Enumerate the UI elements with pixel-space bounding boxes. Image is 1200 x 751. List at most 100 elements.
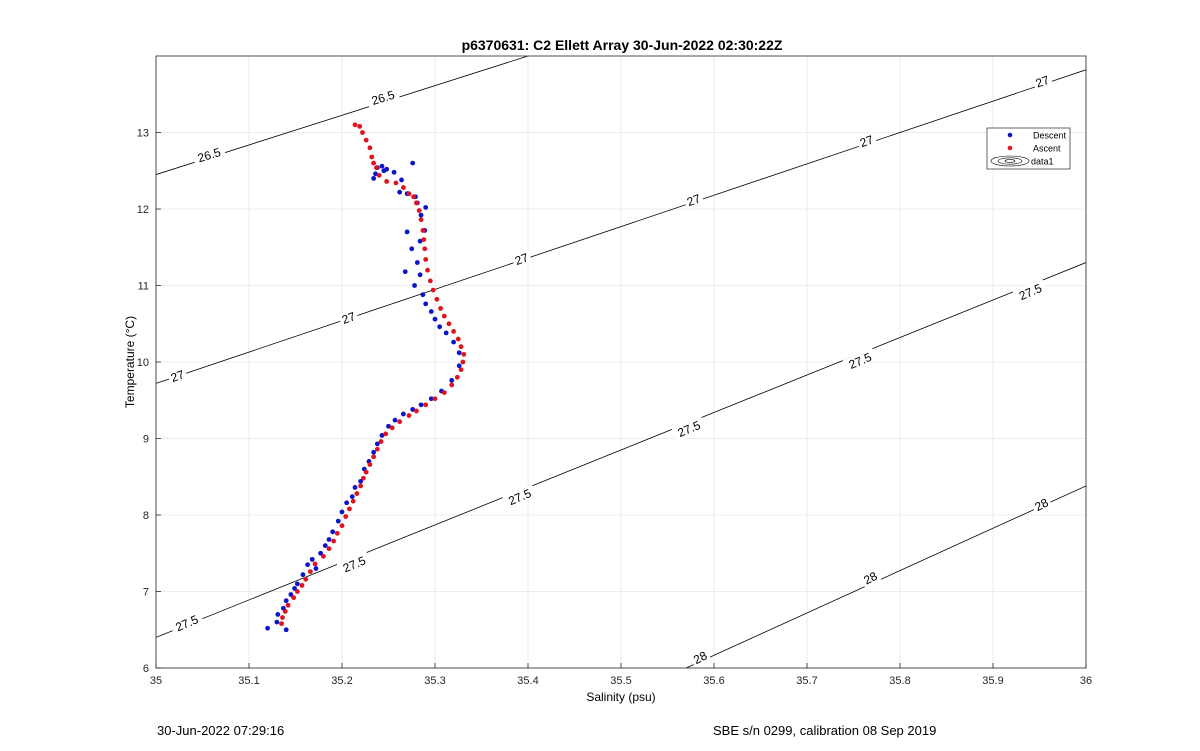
descent-point — [374, 441, 380, 447]
ascent-point — [411, 194, 417, 200]
ascent-point — [312, 561, 318, 567]
descent-point — [358, 478, 363, 484]
ascent-point — [339, 523, 345, 529]
descent-point — [330, 529, 336, 535]
descent-point — [409, 246, 415, 252]
x-tick-label: 35.4 — [517, 675, 538, 687]
contour-label-text: 26.5 — [196, 145, 223, 165]
contour-label: 26.5 — [191, 143, 227, 167]
contour-line-28 — [685, 485, 1086, 668]
ascent-point — [374, 165, 379, 171]
descent-point — [417, 238, 423, 244]
descent-point — [265, 625, 270, 631]
ascent-point — [406, 191, 412, 197]
y-tick-label: 11 — [138, 281, 149, 293]
descent-point — [410, 160, 416, 166]
descent-point — [399, 177, 404, 183]
sensor-calibration-note: SBE s/n 0299, calibration 08 Sep 2019 — [713, 723, 937, 738]
ascent-point — [303, 576, 309, 582]
descent-point — [384, 166, 390, 172]
descent-point — [418, 212, 424, 218]
x-tick-label: 35.2 — [331, 675, 352, 687]
contour-label-text: 26.5 — [370, 88, 397, 108]
ascent-point — [416, 208, 422, 213]
descent-point — [414, 260, 420, 265]
ascent-point — [446, 321, 452, 327]
descent-point — [318, 550, 324, 556]
contour-label: 27 — [1031, 71, 1054, 91]
ascent-point — [454, 374, 460, 380]
contour-label-text: 27 — [685, 191, 703, 209]
descent-point — [373, 171, 378, 177]
contour-label-text: 28 — [691, 648, 710, 667]
ascent-point — [461, 351, 467, 357]
descent-point — [274, 619, 280, 625]
contour-label-text: 27 — [858, 132, 876, 150]
contour-label: 27 — [166, 366, 189, 386]
ascent-point — [458, 367, 464, 373]
ascent-point — [425, 267, 430, 273]
contour-label: 27 — [855, 131, 878, 151]
ascent-point — [438, 306, 443, 311]
ascent-point — [347, 506, 352, 512]
ascent-point — [422, 246, 428, 252]
descent-point — [335, 518, 341, 524]
descent-point — [300, 572, 306, 578]
descent-point — [428, 396, 434, 402]
legend-contour-icon — [990, 155, 1030, 167]
descent-point — [294, 581, 300, 587]
contour-label-background — [842, 347, 878, 374]
contour-label: 27 — [682, 190, 705, 210]
ascent-point — [449, 382, 455, 388]
ascent-point — [458, 344, 464, 350]
contour-label-text: 27 — [340, 309, 358, 327]
ascent-point — [279, 621, 284, 627]
contour-label-background — [365, 85, 401, 109]
ascent-point — [334, 530, 340, 536]
descent-point — [305, 562, 310, 568]
descent-point — [423, 301, 429, 307]
ascent-point — [383, 431, 389, 437]
chart-title: p6370631: C2 Ellett Array 30-Jun-2022 02… — [462, 37, 783, 53]
x-axis-label: Salinity (psu) — [586, 690, 655, 704]
x-tick-label: 35 — [150, 675, 162, 687]
axes: 35 35.1 35.2 35.3 35.4 35.5 35.6 35.7 35.8 35.9 36… — [137, 128, 1092, 688]
ascent-point — [376, 172, 382, 178]
descent-point — [404, 229, 410, 235]
ascent-point — [460, 359, 466, 365]
descent-point — [449, 377, 455, 383]
ascent-point — [331, 538, 337, 544]
descent-point — [391, 169, 397, 175]
descent-point — [371, 449, 377, 455]
contour-line-27-5 — [156, 262, 1086, 638]
descent-point — [417, 272, 423, 278]
ascent-point — [378, 439, 384, 444]
y-tick-label: 12 — [137, 204, 149, 216]
legend-descent-marker — [1007, 132, 1013, 138]
descent-point — [344, 500, 350, 506]
y-tick-label: 7 — [143, 587, 149, 599]
descent-point — [402, 269, 408, 275]
contour-label-text: 28 — [861, 569, 880, 588]
descent-point — [456, 363, 462, 369]
descent-point — [371, 176, 377, 181]
ascent-point — [423, 402, 429, 408]
descent-point — [283, 627, 289, 633]
descent-point — [456, 350, 462, 356]
ascent-point — [350, 498, 356, 504]
contour-label-background — [671, 415, 707, 442]
contour-label-background — [191, 143, 227, 167]
ascent-point — [299, 582, 305, 588]
descent-point — [283, 598, 289, 604]
descent-point — [349, 494, 355, 500]
ascent-point — [418, 217, 424, 223]
descent-point — [443, 330, 449, 336]
x-tick-label: 35.8 — [889, 675, 910, 687]
ascent-point — [420, 228, 426, 233]
descent-point — [292, 586, 297, 591]
legend-data1-label: data1 — [1031, 157, 1054, 167]
ascent-point — [357, 123, 363, 129]
descent-point — [451, 339, 456, 345]
descent-point — [313, 566, 319, 571]
